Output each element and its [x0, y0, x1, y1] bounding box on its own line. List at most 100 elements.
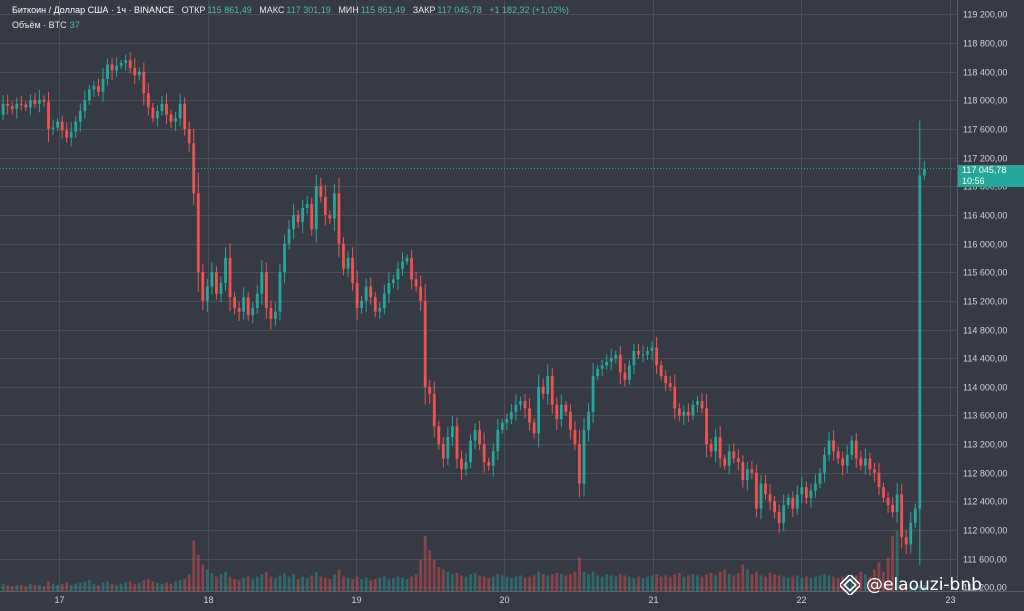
- time-tick-label: 18: [203, 595, 213, 605]
- volume-bar: [700, 576, 704, 591]
- volume-bar: [514, 576, 518, 591]
- volume-bar: [432, 559, 436, 591]
- volume-bar: [782, 576, 786, 591]
- volume-bar: [795, 575, 799, 591]
- volume-bar: [1, 583, 5, 591]
- volume-bar: [609, 575, 613, 591]
- volume-bar: [759, 575, 763, 591]
- candle-body: [618, 354, 622, 373]
- high-label: МАКС: [259, 5, 285, 15]
- candle-body: [918, 175, 922, 509]
- candle-body: [750, 469, 754, 473]
- symbol-title[interactable]: Биткоин / Доллар США · 1ч · BINANCE: [12, 5, 175, 15]
- candle-body: [578, 444, 581, 484]
- candle-body: [165, 103, 168, 115]
- candle-body: [487, 462, 491, 466]
- candle-body: [877, 472, 881, 488]
- candle-body: [559, 404, 563, 420]
- volume-bar: [873, 569, 876, 591]
- volume-legend: Объём · BTC 37: [12, 20, 80, 30]
- candle-body: [646, 351, 649, 355]
- volume-bar: [42, 586, 46, 591]
- volume-bar: [346, 577, 350, 591]
- volume-bar: [296, 579, 300, 591]
- candle-body: [587, 411, 590, 430]
- price-axis[interactable]: 119 200,00 118 800,00 118 400,00 118 000,00…: [957, 0, 1024, 611]
- candle-body: [201, 272, 205, 301]
- candle-body: [10, 106, 14, 109]
- candle-body: [491, 451, 495, 466]
- candle-body: [469, 440, 472, 463]
- volume-bar: [205, 569, 209, 591]
- candle-body: [401, 261, 404, 269]
- volume-bar: [764, 576, 767, 591]
- candle-body: [51, 127, 55, 129]
- volume-bar: [823, 574, 826, 591]
- candle-body: [450, 426, 454, 437]
- candle-body: [183, 103, 187, 129]
- candle-body: [623, 372, 627, 380]
- volume-bar: [850, 576, 854, 591]
- candle-body: [677, 408, 681, 416]
- candle-body: [219, 282, 223, 294]
- candle-body: [582, 429, 586, 484]
- volume-bar: [709, 573, 713, 591]
- candle-body: [755, 472, 758, 509]
- time-tick-label: 20: [499, 595, 509, 605]
- volume-bar: [777, 575, 781, 591]
- candle-body: [74, 121, 78, 132]
- volume-bar: [410, 576, 413, 591]
- volume-bar: [210, 573, 214, 591]
- volume-bar: [233, 579, 236, 591]
- volume-bar: [632, 577, 636, 591]
- volume-bar: [169, 583, 173, 591]
- volume-bar: [505, 576, 509, 591]
- candle-body: [500, 422, 504, 430]
- volume-label[interactable]: Объём · BTC: [12, 20, 67, 30]
- volume-bar: [723, 569, 727, 591]
- volume-bar: [882, 571, 885, 591]
- volume-bar: [814, 576, 817, 591]
- candle-body: [641, 354, 645, 356]
- volume-bar: [219, 574, 223, 591]
- volume-bar: [641, 577, 645, 591]
- volume-bar: [97, 585, 100, 591]
- volume-bar: [255, 576, 259, 591]
- volume-bar: [292, 574, 295, 591]
- candle-body: [555, 404, 559, 420]
- volume-bar: [691, 574, 695, 591]
- candle-body: [369, 286, 373, 298]
- candle-body: [782, 505, 786, 523]
- volume-bar: [659, 576, 663, 591]
- candle-body: [56, 121, 60, 128]
- candle-body: [333, 193, 336, 219]
- symbol-legend: Биткоин / Доллар США · 1ч · BINANCE ОТКР…: [12, 5, 569, 15]
- candle-body: [337, 193, 341, 244]
- volume-bar: [827, 575, 831, 591]
- volume-bar: [251, 579, 255, 591]
- candle-body: [246, 297, 250, 316]
- watermark-handle: @elaouzi-bnb: [866, 575, 982, 595]
- volume-bar: [369, 580, 373, 591]
- time-axis-panel: [0, 591, 1024, 611]
- volume-bar: [473, 573, 477, 591]
- candle-body: [759, 483, 763, 509]
- volume-bar: [228, 576, 232, 591]
- candle-body: [682, 411, 686, 416]
- volume-bar: [396, 576, 400, 591]
- volume-bar: [342, 576, 345, 591]
- volume-bar: [333, 574, 336, 591]
- candle-body: [686, 411, 690, 416]
- candle-body: [873, 469, 876, 473]
- volume-bar: [714, 575, 718, 591]
- candle-body: [777, 512, 781, 523]
- candle-body: [764, 483, 767, 495]
- volume-bar: [178, 580, 182, 591]
- volume-bar: [718, 571, 722, 591]
- volume-bar: [877, 562, 881, 591]
- candle-body: [814, 483, 817, 491]
- candle-body: [210, 272, 214, 287]
- volume-bar: [705, 574, 708, 591]
- volume-bar: [618, 574, 622, 591]
